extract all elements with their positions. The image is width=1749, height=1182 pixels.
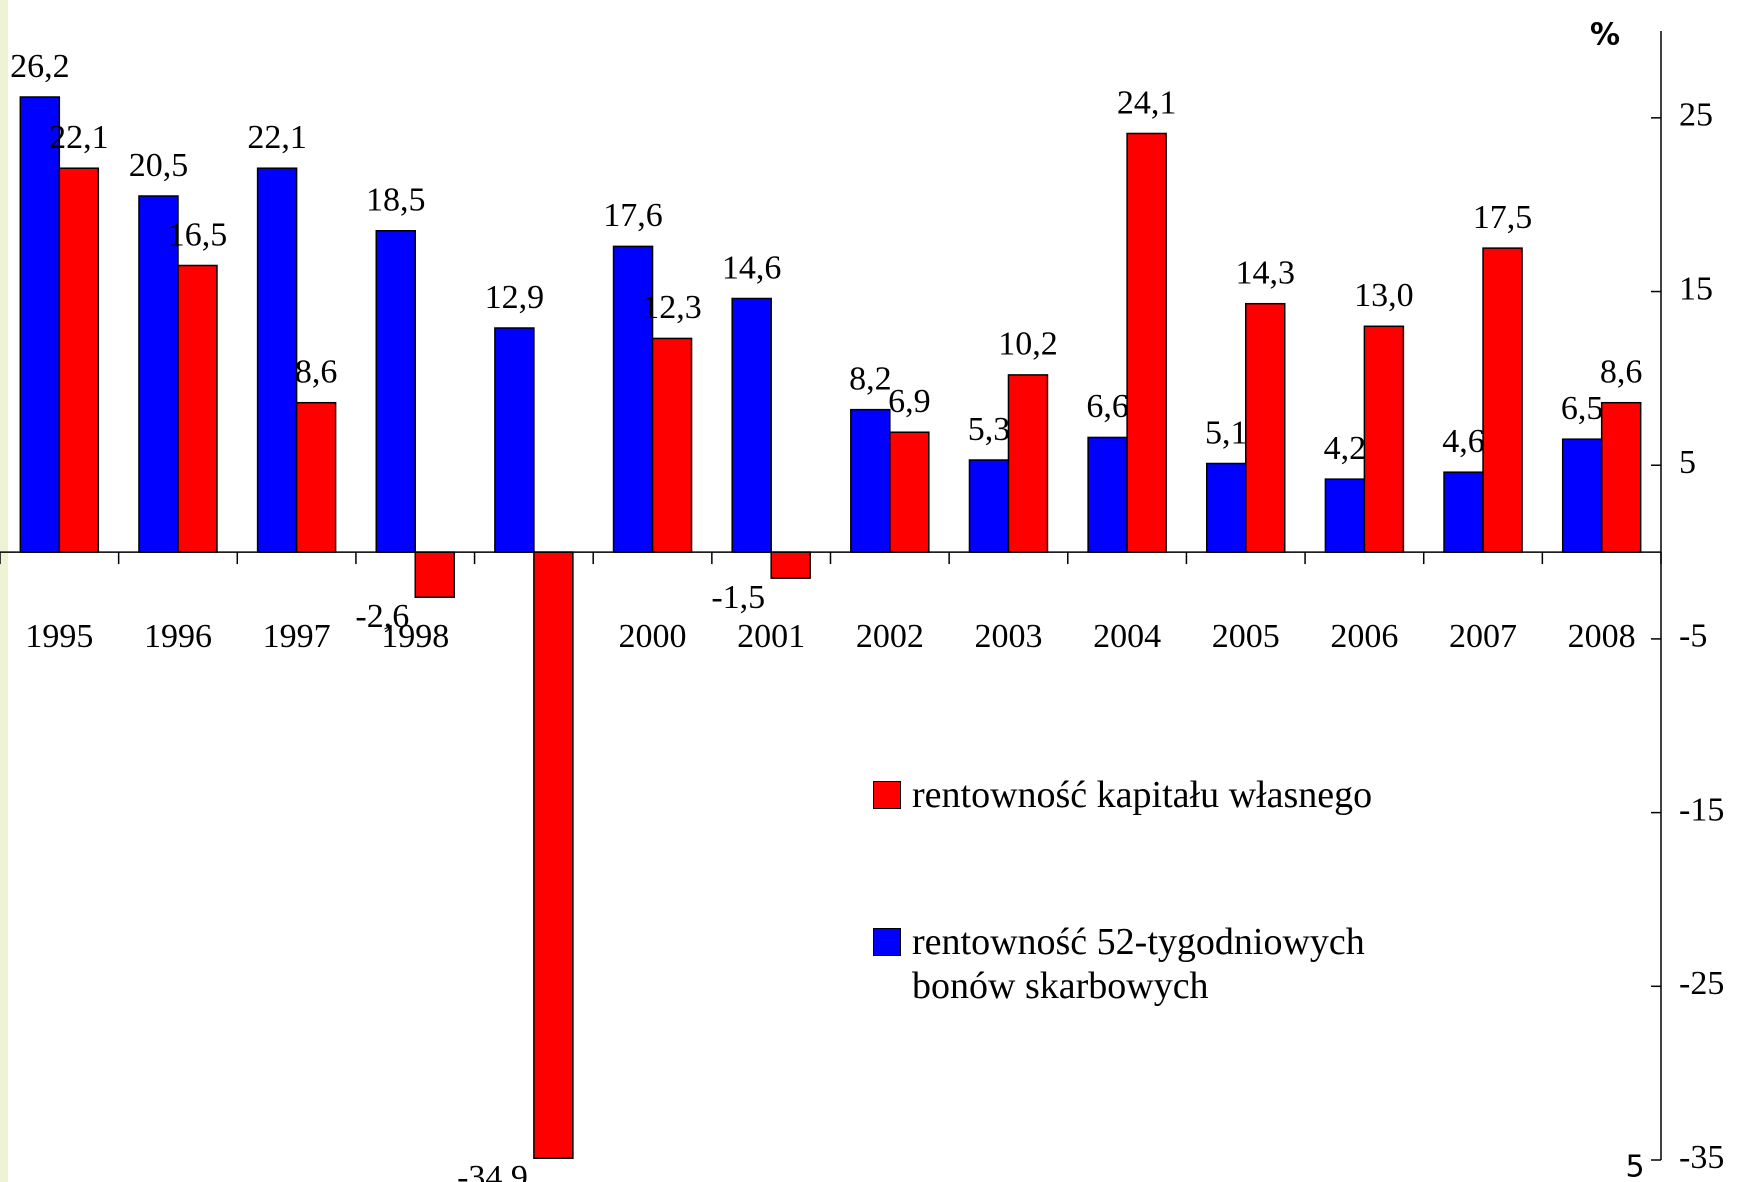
value-label: 22,1: [49, 119, 109, 156]
value-label: 22,1: [247, 119, 307, 156]
bar: [1007, 374, 1049, 553]
legend-label: rentowność 52-tygodniowych bonów skarbow…: [912, 921, 1365, 1007]
bar: [612, 245, 654, 553]
value-label: -2,6: [355, 598, 409, 635]
x-tick-label: 2002: [856, 618, 924, 655]
value-label: 18,5: [366, 182, 426, 219]
x-tick-label: 1998: [381, 618, 449, 655]
value-label: 17,6: [603, 197, 663, 234]
value-label: 8,6: [295, 353, 338, 390]
bar: [1126, 132, 1167, 553]
bar: [850, 408, 891, 553]
value-label: 16,5: [168, 216, 228, 253]
y-tick-label: -35: [1679, 1139, 1724, 1176]
x-tick-label: 2006: [1330, 618, 1398, 655]
bar: [651, 337, 693, 553]
bar: [1443, 471, 1484, 553]
x-tick-label: 1996: [144, 618, 212, 655]
bar: [770, 551, 811, 579]
value-label: 20,5: [129, 147, 189, 184]
x-tick-label: 2007: [1449, 618, 1517, 655]
value-label: 10,2: [998, 326, 1058, 363]
x-tick-label: 2004: [1093, 618, 1161, 655]
bar: [889, 431, 930, 553]
left-strip: [0, 0, 8, 1182]
y-tick-label: -15: [1679, 791, 1724, 828]
x-tick-label: 1997: [263, 618, 331, 655]
y-tick-label: -5: [1679, 618, 1707, 655]
value-label: 14,3: [1236, 254, 1296, 291]
bar: [1087, 436, 1128, 553]
value-label: 4,2: [1324, 430, 1367, 467]
value-label: 14,6: [722, 249, 782, 286]
bar: [1363, 325, 1405, 553]
bar: [295, 401, 337, 553]
x-tick-label: 2003: [974, 618, 1042, 655]
value-label: -1,5: [711, 579, 765, 616]
bar: [375, 229, 416, 553]
y-tick-label: 15: [1679, 270, 1713, 307]
y-tick-label: 25: [1679, 97, 1713, 134]
bar: [731, 297, 772, 553]
value-label: 6,6: [1086, 388, 1129, 425]
bar: [19, 96, 61, 553]
bar: [494, 327, 535, 553]
bar: [177, 264, 218, 553]
bar: [414, 551, 455, 598]
bar: [1324, 478, 1366, 553]
page-number: 5: [1625, 1150, 1644, 1182]
y-tick-label: 5: [1679, 444, 1696, 481]
bar: [968, 459, 1010, 553]
bar: [1600, 401, 1642, 553]
value-label: 4,6: [1442, 423, 1485, 460]
bar: [1245, 302, 1286, 553]
value-label: 5,3: [968, 411, 1011, 448]
x-tick-label: 1995: [25, 618, 93, 655]
legend-swatch: [873, 928, 901, 956]
bar: [1206, 462, 1247, 553]
y-axis-label: %: [1590, 18, 1620, 53]
x-tick-label: 2001: [737, 618, 805, 655]
value-label: 12,9: [485, 279, 545, 316]
y-tick-label: -25: [1679, 965, 1724, 1002]
bar: [1561, 438, 1603, 553]
x-tick-label: 2005: [1212, 618, 1280, 655]
x-tick-label: 2000: [619, 618, 687, 655]
x-tick-label: 2008: [1568, 618, 1636, 655]
value-label: -34,9: [457, 1159, 528, 1182]
bar: [533, 551, 574, 1160]
value-label: 8,6: [1600, 353, 1643, 390]
legend-swatch: [873, 781, 901, 809]
legend-label: rentowność kapitału własnego: [912, 774, 1373, 816]
value-label: 24,1: [1117, 84, 1177, 121]
bar: [256, 167, 298, 553]
value-label: 17,5: [1473, 199, 1533, 236]
value-label: 6,5: [1561, 390, 1604, 427]
value-label: 26,2: [10, 48, 70, 85]
value-label: 8,2: [849, 360, 892, 397]
value-label: 6,9: [888, 383, 931, 420]
value-label: 13,0: [1354, 277, 1414, 314]
bar: [1482, 247, 1523, 553]
bar: [58, 167, 100, 553]
value-label: 5,1: [1205, 414, 1248, 451]
value-label: 12,3: [642, 289, 702, 326]
